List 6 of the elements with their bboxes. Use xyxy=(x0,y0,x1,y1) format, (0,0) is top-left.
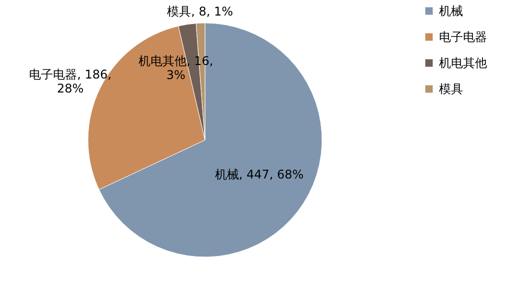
legend-label: 机械 xyxy=(439,4,463,18)
legend-label: 电子电器 xyxy=(439,30,487,44)
data-label: 模具, 8, 1% xyxy=(167,4,234,18)
legend-label: 模具 xyxy=(439,82,463,96)
data-label: 机械, 447, 68% xyxy=(214,168,304,182)
legend-label: 机电其他 xyxy=(439,56,487,70)
